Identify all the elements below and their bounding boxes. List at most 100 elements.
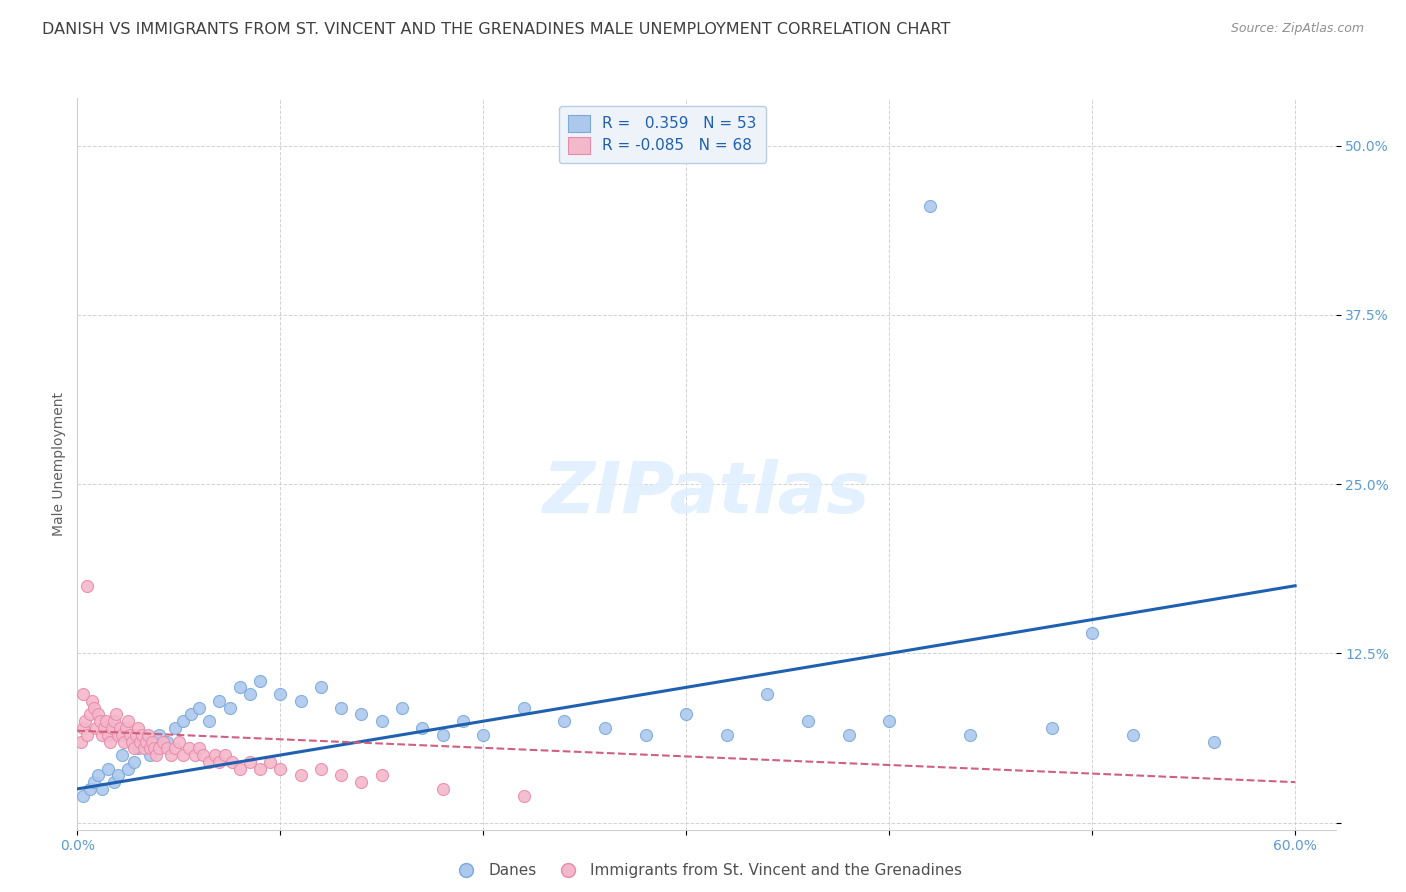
Point bbox=[1040, 721, 1063, 735]
Point bbox=[143, 741, 166, 756]
Point bbox=[104, 707, 127, 722]
Point bbox=[163, 721, 186, 735]
Point bbox=[112, 734, 135, 748]
Point bbox=[797, 714, 820, 729]
Point bbox=[101, 721, 124, 735]
Point bbox=[103, 714, 125, 729]
Point bbox=[108, 721, 131, 735]
Point bbox=[198, 714, 221, 729]
Point bbox=[877, 714, 900, 729]
Point bbox=[107, 768, 129, 782]
Point bbox=[83, 775, 105, 789]
Point bbox=[127, 741, 149, 756]
Point bbox=[184, 747, 207, 762]
Point bbox=[84, 721, 107, 735]
Point bbox=[79, 781, 101, 796]
Point bbox=[959, 728, 981, 742]
Point bbox=[249, 673, 271, 688]
Text: DANISH VS IMMIGRANTS FROM ST. VINCENT AND THE GRENADINES MALE UNEMPLOYMENT CORRE: DANISH VS IMMIGRANTS FROM ST. VINCENT AN… bbox=[42, 22, 950, 37]
Point bbox=[122, 741, 145, 756]
Point bbox=[180, 707, 202, 722]
Point bbox=[198, 755, 221, 769]
Legend: Danes, Immigrants from St. Vincent and the Grenadines: Danes, Immigrants from St. Vincent and t… bbox=[444, 857, 969, 884]
Point bbox=[411, 721, 433, 735]
Point bbox=[371, 768, 394, 782]
Point bbox=[163, 741, 186, 756]
Point bbox=[221, 755, 243, 769]
Point bbox=[156, 741, 179, 756]
Point bbox=[134, 741, 156, 756]
Point bbox=[152, 734, 174, 748]
Point bbox=[93, 721, 115, 735]
Point bbox=[79, 707, 101, 722]
Point bbox=[139, 747, 162, 762]
Point bbox=[269, 762, 291, 776]
Point bbox=[83, 700, 105, 714]
Point bbox=[290, 694, 312, 708]
Point bbox=[208, 755, 231, 769]
Point bbox=[188, 741, 211, 756]
Point bbox=[139, 741, 162, 756]
Point bbox=[134, 734, 156, 748]
Point bbox=[675, 707, 697, 722]
Point bbox=[350, 775, 373, 789]
Point bbox=[90, 781, 112, 796]
Point bbox=[89, 714, 111, 729]
Point bbox=[239, 755, 262, 769]
Y-axis label: Male Unemployment: Male Unemployment bbox=[52, 392, 66, 536]
Point bbox=[72, 789, 94, 803]
Point bbox=[290, 768, 312, 782]
Point bbox=[214, 747, 236, 762]
Point bbox=[80, 694, 103, 708]
Text: Source: ZipAtlas.com: Source: ZipAtlas.com bbox=[1230, 22, 1364, 36]
Point bbox=[125, 728, 148, 742]
Point bbox=[94, 714, 117, 729]
Point bbox=[593, 721, 616, 735]
Point bbox=[391, 700, 413, 714]
Point bbox=[111, 747, 134, 762]
Point bbox=[228, 681, 250, 695]
Point bbox=[228, 762, 250, 776]
Point bbox=[117, 762, 139, 776]
Point bbox=[98, 734, 121, 748]
Point bbox=[75, 714, 97, 729]
Point bbox=[156, 734, 179, 748]
Point bbox=[371, 714, 394, 729]
Point bbox=[127, 721, 149, 735]
Point bbox=[122, 755, 145, 769]
Point bbox=[756, 687, 779, 701]
Point bbox=[145, 747, 167, 762]
Point bbox=[86, 768, 108, 782]
Point bbox=[513, 789, 536, 803]
Point bbox=[188, 700, 211, 714]
Point bbox=[309, 681, 332, 695]
Point bbox=[111, 728, 134, 742]
Point bbox=[269, 687, 291, 701]
Point bbox=[97, 728, 120, 742]
Point bbox=[259, 755, 281, 769]
Point bbox=[121, 734, 143, 748]
Point bbox=[451, 714, 474, 729]
Point bbox=[86, 707, 108, 722]
Point bbox=[107, 728, 129, 742]
Point bbox=[141, 734, 163, 748]
Point bbox=[76, 579, 98, 593]
Point bbox=[76, 728, 98, 742]
Point bbox=[634, 728, 657, 742]
Point bbox=[103, 775, 125, 789]
Point bbox=[432, 728, 454, 742]
Point bbox=[350, 707, 373, 722]
Point bbox=[553, 714, 575, 729]
Point bbox=[239, 687, 262, 701]
Point bbox=[208, 694, 231, 708]
Point bbox=[90, 728, 112, 742]
Point bbox=[330, 700, 353, 714]
Point bbox=[330, 768, 353, 782]
Point bbox=[513, 700, 536, 714]
Point bbox=[432, 781, 454, 796]
Point bbox=[1122, 728, 1144, 742]
Point bbox=[97, 762, 120, 776]
Point bbox=[218, 700, 240, 714]
Point bbox=[120, 728, 142, 742]
Point bbox=[129, 734, 152, 748]
